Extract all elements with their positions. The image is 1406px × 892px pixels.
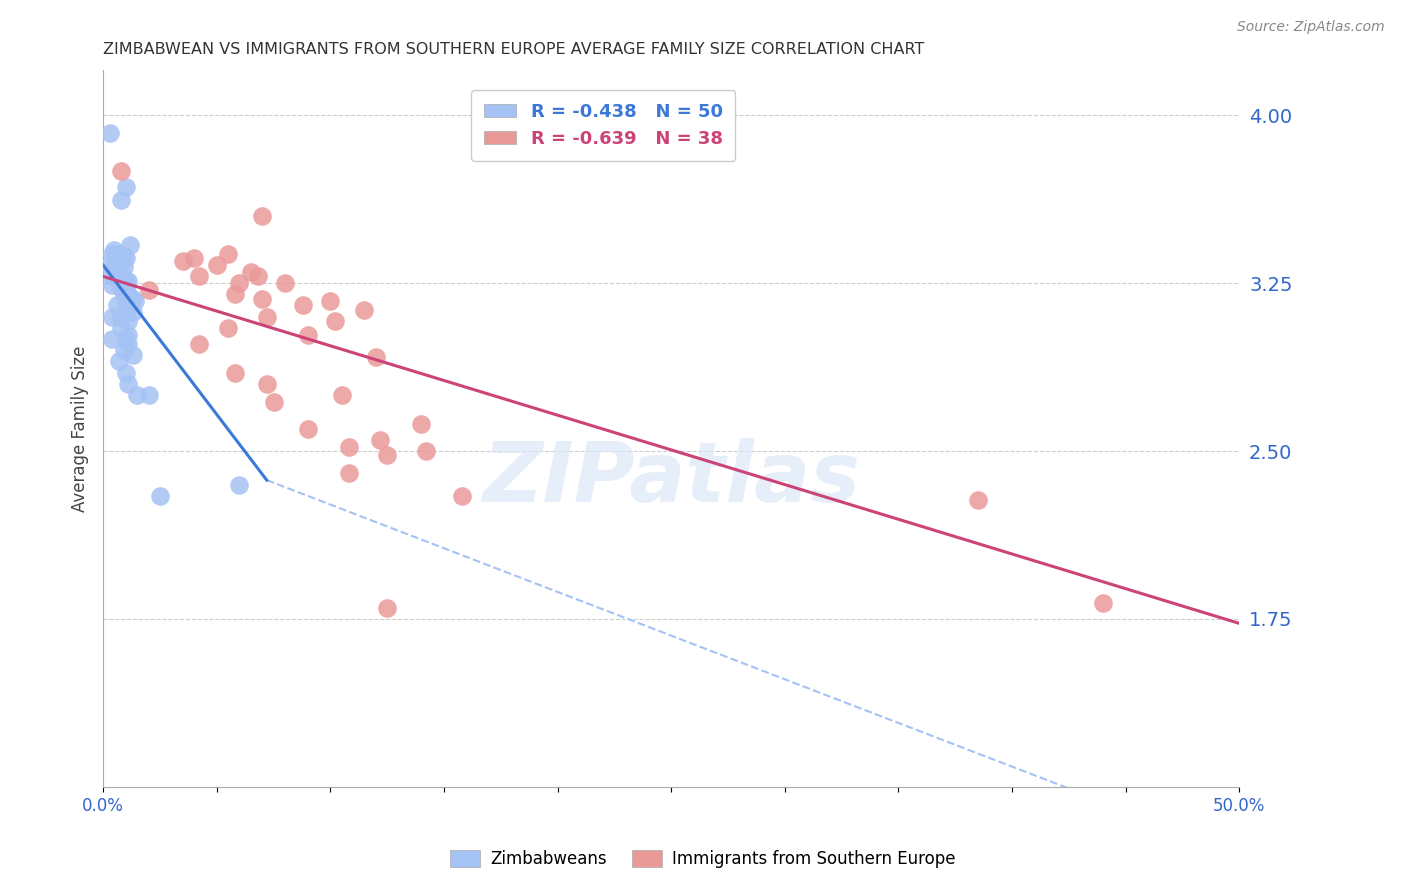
Point (337, 440, 360, 454)
Point (110, 310, 132, 324)
Text: Source: ZipAtlas.com: Source: ZipAtlas.com (1237, 20, 1385, 34)
Point (115, 332, 138, 346)
Point (115, 252, 138, 266)
Point (117, 327, 139, 342)
Point (103, 258, 125, 272)
Point (263, 394, 285, 409)
Point (108, 269, 131, 284)
Point (105, 247, 128, 261)
Point (112, 271, 135, 285)
Point (337, 467, 360, 481)
Point (228, 477, 250, 491)
Point (451, 489, 474, 503)
Point (117, 301, 139, 315)
Y-axis label: Average Family Size: Average Family Size (72, 345, 89, 512)
Point (127, 388, 149, 402)
Point (105, 298, 128, 312)
Point (353, 303, 375, 318)
Point (101, 310, 124, 324)
Point (105, 265, 128, 279)
Point (108, 249, 131, 263)
Legend: Zimbabweans, Immigrants from Southern Europe: Zimbabweans, Immigrants from Southern Eu… (444, 843, 962, 875)
Point (138, 388, 160, 402)
Point (115, 283, 138, 297)
Point (121, 305, 143, 319)
Point (110, 164, 132, 178)
Point (967, 493, 990, 508)
Point (101, 278, 124, 293)
Point (1092, 596, 1115, 610)
Point (112, 287, 135, 301)
Point (115, 179, 138, 194)
Text: ZIMBABWEAN VS IMMIGRANTS FROM SOUTHERN EUROPE AVERAGE FAMILY SIZE CORRELATION CH: ZIMBABWEAN VS IMMIGRANTS FROM SOUTHERN E… (103, 42, 925, 57)
Point (115, 366, 138, 380)
Point (217, 321, 239, 335)
Point (292, 298, 315, 312)
Point (375, 449, 398, 463)
Point (217, 247, 239, 261)
Point (108, 260, 131, 275)
Point (98, 126, 121, 140)
Point (364, 350, 387, 364)
Point (183, 252, 205, 266)
Point (330, 388, 353, 402)
Point (108, 354, 131, 368)
Point (375, 600, 398, 615)
Point (117, 274, 139, 288)
Point (205, 258, 228, 272)
Point (103, 243, 125, 257)
Point (117, 376, 139, 391)
Point (101, 332, 124, 346)
Point (121, 292, 143, 306)
Point (115, 274, 138, 288)
Point (124, 293, 146, 308)
Legend: R = -0.438   N = 50, R = -0.639   N = 38: R = -0.438 N = 50, R = -0.639 N = 38 (471, 90, 735, 161)
Point (250, 209, 273, 223)
Point (239, 265, 262, 279)
Point (138, 283, 160, 297)
Point (98, 258, 121, 272)
Point (121, 348, 143, 362)
Point (117, 314, 139, 328)
Point (297, 422, 319, 436)
Point (112, 343, 135, 358)
Point (115, 292, 138, 306)
Point (224, 366, 246, 380)
Point (187, 336, 209, 351)
Point (187, 269, 209, 284)
Point (224, 287, 246, 301)
Point (110, 194, 132, 208)
Point (117, 336, 139, 351)
Point (112, 249, 135, 263)
Point (120, 238, 142, 252)
Point (256, 310, 278, 324)
Point (110, 280, 132, 294)
Point (149, 489, 172, 503)
Point (319, 293, 342, 308)
Point (323, 314, 346, 328)
Point (101, 247, 124, 261)
Point (246, 269, 269, 284)
Text: ZIPatlas: ZIPatlas (482, 438, 860, 519)
Point (172, 253, 194, 268)
Point (112, 260, 135, 275)
Point (110, 321, 132, 335)
Point (117, 287, 139, 301)
Point (297, 327, 319, 342)
Point (101, 269, 124, 284)
Point (370, 433, 392, 447)
Point (250, 292, 273, 306)
Point (256, 376, 278, 391)
Point (110, 253, 132, 268)
Point (411, 417, 433, 432)
Point (274, 276, 297, 290)
Point (415, 444, 437, 458)
Point (115, 298, 138, 312)
Point (228, 276, 250, 290)
